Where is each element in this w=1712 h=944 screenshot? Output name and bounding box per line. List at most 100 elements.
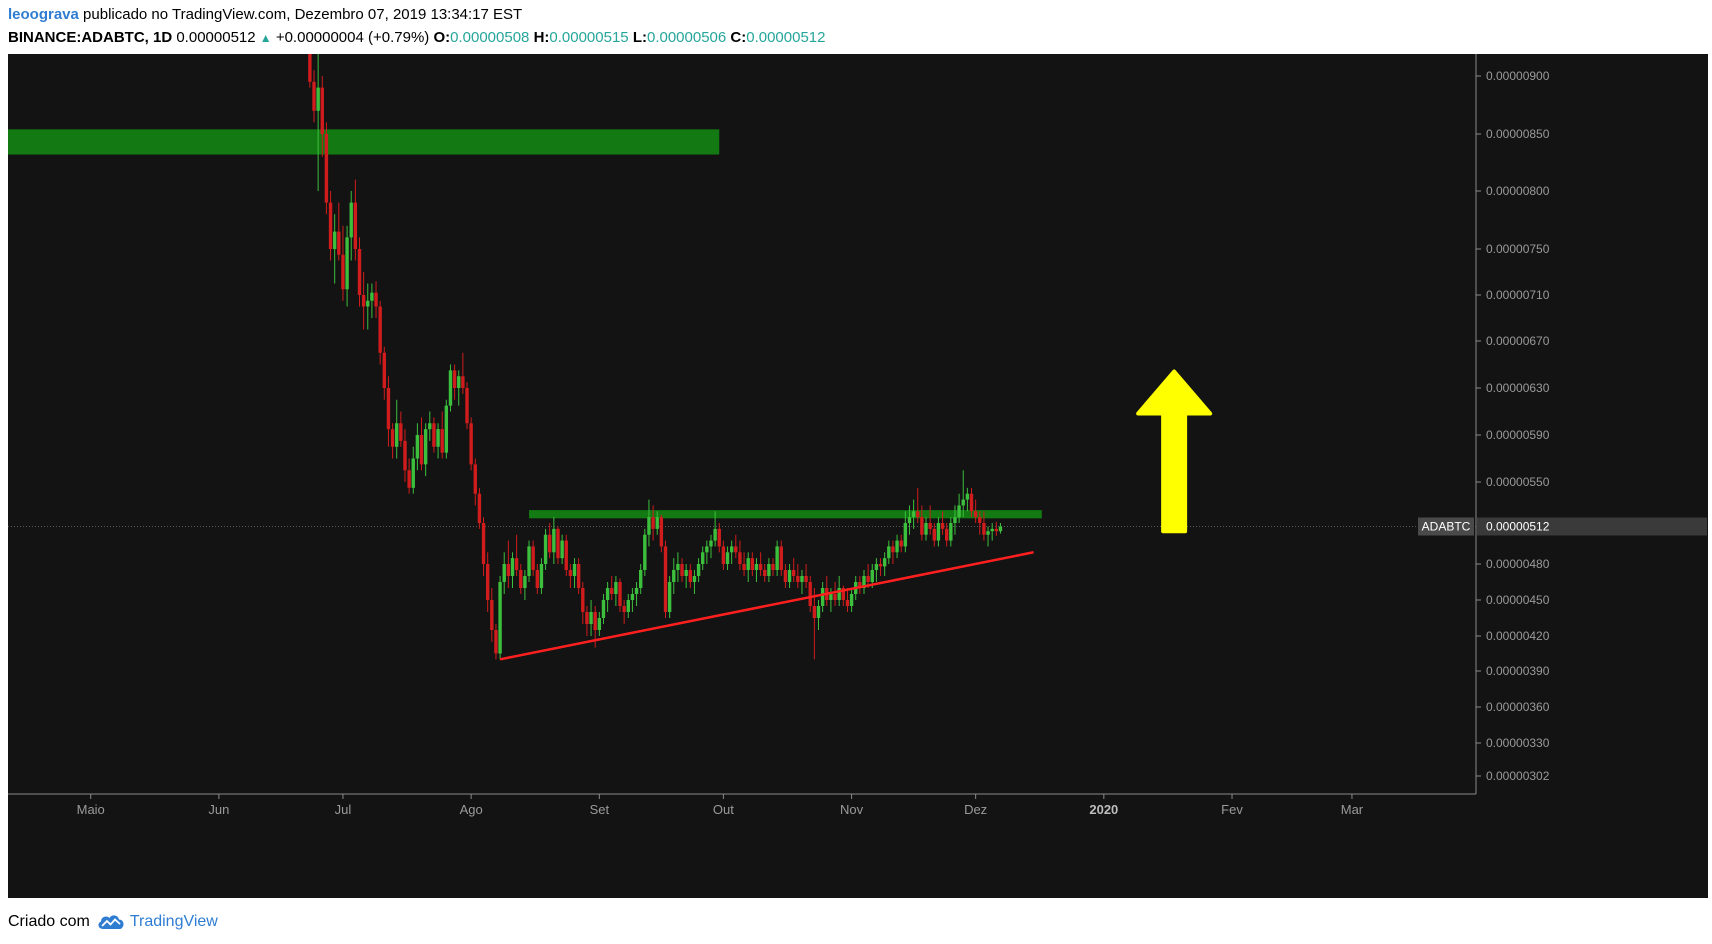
candle-body bbox=[713, 528, 717, 541]
candle-body bbox=[965, 493, 970, 500]
candle-body bbox=[651, 517, 655, 529]
symbol-info: BINANCE:ADABTC, 1D 0.00000512 ▲ +0.00000… bbox=[8, 29, 825, 46]
support-trendline bbox=[499, 551, 1034, 661]
x-tick-label: Ago bbox=[460, 802, 483, 817]
candle-body bbox=[870, 570, 874, 582]
candle-body bbox=[858, 582, 862, 588]
resistance-zone-upper bbox=[8, 129, 720, 155]
candle-body bbox=[742, 564, 746, 570]
candle-body bbox=[982, 523, 986, 535]
tradingview-cloud-icon bbox=[98, 915, 124, 929]
y-tick-label: 0.00000900 bbox=[1486, 69, 1550, 83]
candle-body bbox=[308, 29, 312, 82]
candle-body bbox=[556, 528, 560, 559]
candle-body bbox=[589, 612, 593, 624]
candle-body bbox=[601, 600, 606, 618]
candle-body bbox=[444, 405, 449, 453]
candle-body bbox=[887, 546, 891, 559]
candle-body bbox=[560, 540, 564, 559]
y-tick-label: 0.00000750 bbox=[1486, 242, 1550, 256]
candle-body bbox=[882, 558, 887, 567]
candle-body bbox=[634, 588, 639, 594]
author-link[interactable]: leoograva bbox=[8, 6, 79, 23]
candle-body bbox=[903, 523, 908, 547]
y-tick-label: 0.00000710 bbox=[1486, 288, 1550, 302]
candle-body bbox=[539, 564, 544, 588]
candle-body bbox=[469, 423, 473, 465]
x-tick-label: Jun bbox=[208, 802, 229, 817]
high-value: 0.00000515 bbox=[549, 29, 629, 46]
y-tick-label: 0.00000330 bbox=[1486, 736, 1550, 750]
candle-body bbox=[626, 600, 630, 612]
publish-info: leoograva publicado no TradingView.com, … bbox=[8, 6, 522, 23]
candle-body bbox=[672, 570, 676, 582]
candle-body bbox=[498, 582, 502, 654]
candle-body bbox=[998, 526, 1003, 532]
up-arrow-icon bbox=[1136, 369, 1213, 534]
candle-body bbox=[361, 295, 366, 307]
price-chart[interactable]: 0.00000900 0.00000850 0.00000800 0.00000750… bbox=[8, 0, 1708, 898]
low-label: L: bbox=[632, 29, 647, 46]
price-tag bbox=[1477, 517, 1707, 536]
candle-body bbox=[312, 81, 316, 111]
y-tick-label: 0.00000450 bbox=[1486, 593, 1550, 607]
candle-body bbox=[849, 594, 854, 606]
candle-body bbox=[349, 202, 353, 238]
candle-body bbox=[506, 564, 511, 576]
y-tick-label: 0.00000850 bbox=[1486, 127, 1550, 141]
x-tick-label: Out bbox=[713, 802, 734, 817]
candle-body bbox=[374, 292, 378, 307]
candle-body bbox=[899, 540, 903, 547]
candle-body bbox=[874, 564, 879, 570]
candle-body bbox=[779, 546, 783, 570]
candle-body bbox=[837, 588, 841, 600]
candle-body bbox=[928, 523, 932, 529]
candle-body bbox=[502, 564, 506, 582]
chart-panel[interactable]: 0.00000900 0.00000850 0.00000800 0.00000750… bbox=[8, 0, 1708, 898]
candle-body bbox=[452, 370, 457, 388]
y-tick-label: 0.00000420 bbox=[1486, 629, 1550, 643]
candle-body bbox=[531, 546, 535, 570]
candle-body bbox=[638, 570, 643, 588]
x-tick-label: 2020 bbox=[1089, 802, 1118, 817]
candle-body bbox=[791, 570, 796, 576]
candle-body bbox=[924, 523, 928, 535]
candle-body bbox=[419, 435, 424, 465]
candle-body bbox=[746, 558, 750, 570]
candle-body bbox=[407, 470, 411, 488]
candle-body bbox=[403, 440, 407, 471]
candle-body bbox=[775, 546, 779, 570]
symbol-tag bbox=[1418, 517, 1474, 536]
published-text: publicado no TradingView.com, Dezembro 0… bbox=[78, 6, 523, 23]
candle-body bbox=[510, 558, 515, 576]
candle-body bbox=[663, 546, 668, 612]
y-tick-label: 0.00000550 bbox=[1486, 475, 1550, 489]
candle-body bbox=[953, 517, 957, 523]
candle-body bbox=[622, 606, 626, 612]
candle-body bbox=[750, 558, 755, 570]
candle-body bbox=[949, 523, 953, 541]
candle-body bbox=[527, 546, 531, 576]
candle-body bbox=[701, 552, 705, 564]
y-tick-label: 0.00000670 bbox=[1486, 334, 1550, 348]
candle-body bbox=[783, 570, 788, 582]
candle-body bbox=[911, 511, 916, 518]
candle-body bbox=[800, 576, 804, 582]
y-tick-label: 0.00000480 bbox=[1486, 557, 1550, 571]
candle-body bbox=[332, 231, 337, 249]
candle-body bbox=[490, 600, 494, 630]
x-tick-label: Dez bbox=[964, 802, 987, 817]
close-label: C: bbox=[730, 29, 747, 46]
tradingview-link[interactable]: TradingView bbox=[129, 913, 218, 930]
y-tick-label: 0.00000390 bbox=[1486, 664, 1550, 678]
candle-body bbox=[366, 300, 370, 307]
candle-body bbox=[399, 423, 403, 441]
high-label: H: bbox=[533, 29, 550, 46]
close-value: 0.00000512 bbox=[746, 29, 826, 46]
candle-body bbox=[386, 388, 391, 430]
candle-body bbox=[891, 546, 895, 553]
candle-body bbox=[969, 493, 974, 512]
resistance-zone-lower bbox=[529, 510, 1042, 519]
candle-body bbox=[692, 576, 697, 582]
candle-body bbox=[816, 606, 821, 618]
